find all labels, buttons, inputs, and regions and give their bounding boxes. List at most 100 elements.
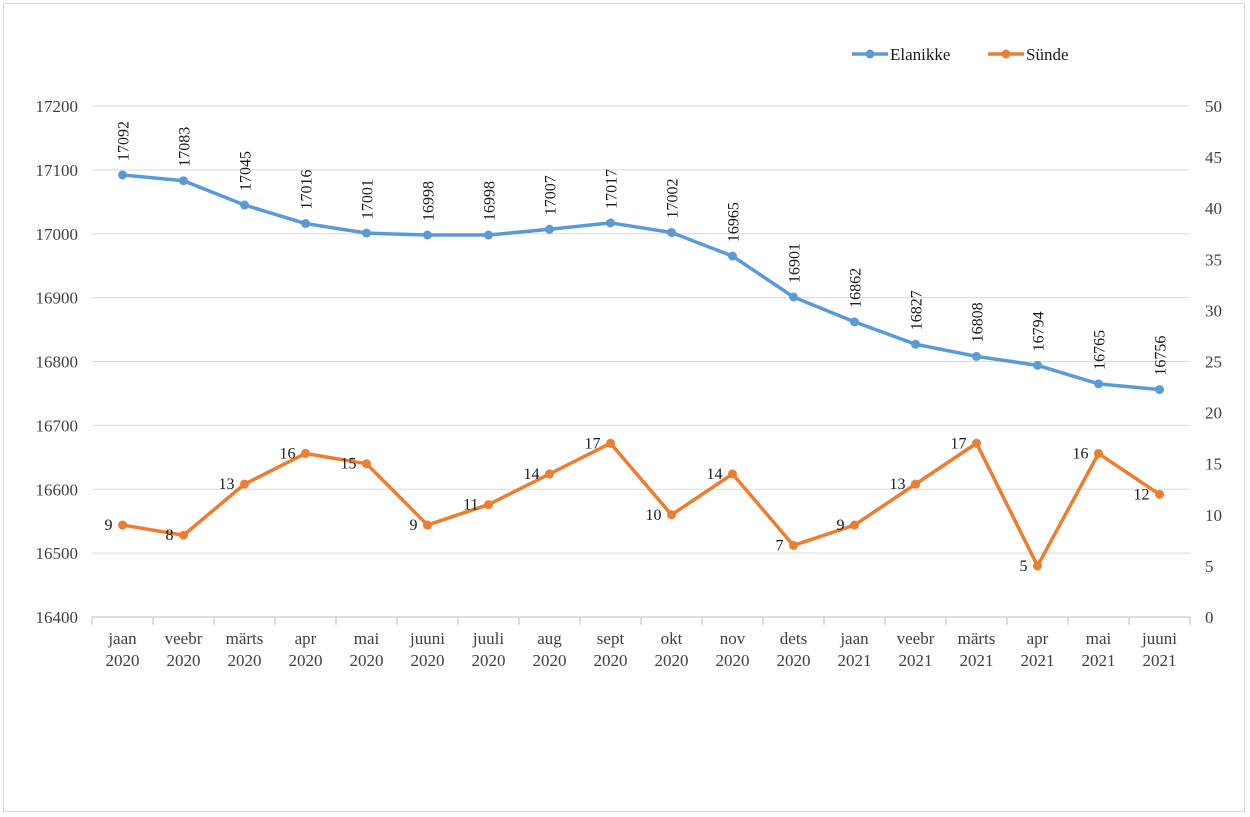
data-label-elanikke: 17092: [116, 121, 133, 161]
data-label-sunde: 17: [951, 435, 967, 452]
data-label-sunde: 8: [166, 527, 174, 544]
x-axis-month-label: jaan: [839, 629, 869, 648]
x-axis-month-label: apr: [1027, 629, 1049, 648]
series-line-sunde: [122, 441, 1161, 568]
data-point-elanikke: [423, 230, 432, 240]
data-label-elanikke: 17045: [238, 151, 255, 191]
series-line-elanikke: [122, 173, 1160, 392]
left-axis-tick-label: 16800: [36, 353, 79, 372]
x-axis-month-label: märts: [226, 629, 264, 648]
data-point-elanikke: [118, 170, 127, 180]
data-label-sunde: 13: [890, 476, 906, 493]
data-label-elanikke: 16794: [1031, 311, 1048, 351]
legend-marker-elanikke: [865, 49, 875, 59]
data-label-sunde: 13: [219, 476, 235, 493]
x-axis-year-label: 2020: [655, 651, 689, 670]
data-point-sunde: [118, 520, 127, 530]
x-axis-month-label: märts: [958, 629, 996, 648]
data-label-elanikke: 16998: [482, 181, 499, 221]
data-point-sunde: [911, 479, 920, 489]
data-point-elanikke: [301, 219, 310, 229]
x-axis-year-label: 2020: [777, 651, 811, 670]
data-label-elanikke: 16901: [787, 243, 804, 283]
x-axis-month-label: veebr: [897, 629, 935, 648]
right-axis-tick-label: 20: [1205, 404, 1222, 423]
right-axis-tick-label: 30: [1205, 301, 1222, 320]
x-axis-month-label: juuni: [409, 629, 445, 648]
data-label-elanikke: 17002: [665, 178, 682, 218]
left-axis-tick-label: 16700: [36, 416, 79, 435]
data-point-elanikke: [789, 292, 798, 302]
x-axis-month-label: apr: [295, 629, 317, 648]
x-axis-month-label: juuni: [1141, 629, 1177, 648]
data-point-elanikke: [179, 176, 188, 186]
data-label-elanikke: 16765: [1092, 330, 1109, 370]
data-point-sunde: [850, 520, 859, 530]
data-point-elanikke: [606, 218, 615, 228]
data-label-sunde: 5: [1020, 558, 1028, 575]
x-axis-year-label: 2021: [1082, 651, 1116, 670]
x-axis-year-label: 2020: [533, 651, 567, 670]
data-label-sunde: 9: [410, 517, 418, 534]
data-point-elanikke: [484, 230, 493, 240]
legend-marker-sunde: [1001, 49, 1011, 59]
x-axis-year-label: 2021: [838, 651, 872, 670]
left-axis-tick-label: 16400: [36, 608, 79, 627]
x-axis-year-label: 2020: [228, 651, 262, 670]
data-point-elanikke: [240, 200, 249, 210]
x-axis-month-label: mai: [354, 629, 380, 648]
right-axis-tick-label: 0: [1205, 608, 1214, 627]
data-point-elanikke: [1033, 360, 1042, 370]
data-label-sunde: 9: [105, 517, 113, 534]
data-label-elanikke: 16808: [970, 302, 987, 342]
data-label-elanikke: 16965: [726, 202, 743, 242]
x-axis-year-label: 2021: [899, 651, 933, 670]
data-label-sunde: 16: [1073, 445, 1089, 462]
x-axis-year-label: 2021: [1143, 651, 1177, 670]
data-label-sunde: 14: [707, 466, 723, 483]
data-label-sunde: 10: [646, 507, 662, 524]
data-label-elanikke: 16756: [1153, 336, 1170, 376]
x-axis-year-label: 2020: [472, 651, 506, 670]
data-point-elanikke: [911, 339, 920, 349]
data-label-sunde: 14: [524, 466, 540, 483]
data-point-sunde: [789, 540, 798, 550]
left-axis-tick-label: 16600: [36, 480, 79, 499]
left-axis-tick-label: 16500: [36, 544, 79, 563]
left-axis-tick-label: 17100: [36, 161, 79, 180]
x-axis-year-label: 2020: [716, 651, 750, 670]
x-axis-year-label: 2021: [960, 651, 994, 670]
x-axis-month-label: jaan: [107, 629, 137, 648]
data-point-sunde: [423, 520, 432, 530]
data-label-elanikke: 17017: [604, 169, 621, 209]
right-axis-tick-label: 35: [1205, 250, 1222, 269]
data-point-elanikke: [972, 351, 981, 361]
data-label-elanikke: 16827: [909, 290, 926, 330]
x-axis-year-label: 2020: [411, 651, 445, 670]
x-axis-month-label: veebr: [165, 629, 203, 648]
x-axis-year-label: 2020: [350, 651, 384, 670]
data-label-elanikke: 17016: [299, 170, 316, 210]
data-label-sunde: 12: [1134, 486, 1150, 503]
data-point-elanikke: [545, 224, 554, 234]
x-axis-year-label: 2020: [106, 651, 140, 670]
x-axis-month-label: okt: [661, 629, 683, 648]
data-label-elanikke: 17083: [177, 127, 194, 167]
legend-label-sunde: Sünde: [1026, 45, 1069, 64]
data-point-elanikke: [1155, 385, 1164, 395]
data-point-elanikke: [850, 317, 859, 327]
data-point-sunde: [1094, 448, 1103, 458]
data-point-elanikke: [667, 227, 676, 237]
x-axis-year-label: 2020: [167, 651, 201, 670]
data-point-sunde: [972, 438, 981, 448]
legend-label-elanikke: Elanikke: [890, 45, 950, 64]
data-label-sunde: 15: [341, 456, 357, 473]
data-label-sunde: 16: [280, 445, 296, 462]
x-axis-month-label: sept: [597, 629, 625, 648]
data-point-sunde: [362, 459, 371, 469]
data-point-sunde: [179, 530, 188, 540]
data-label-sunde: 11: [463, 497, 478, 514]
data-point-sunde: [484, 500, 493, 510]
right-axis-tick-label: 15: [1205, 455, 1222, 474]
